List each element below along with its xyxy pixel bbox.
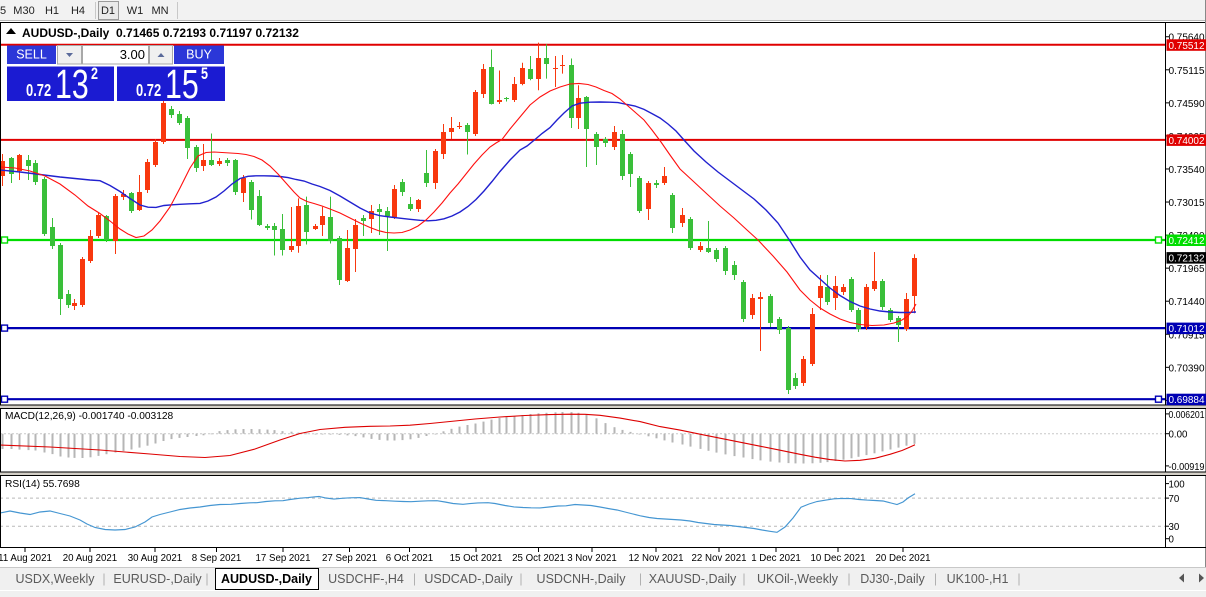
svg-text:6 Oct 2021: 6 Oct 2021 <box>386 553 433 564</box>
svg-text:AUDUSD-,Daily: AUDUSD-,Daily <box>221 572 312 586</box>
svg-text:|: | <box>742 572 745 586</box>
svg-text:BUY: BUY <box>186 48 212 62</box>
svg-text:8 Sep 2021: 8 Sep 2021 <box>192 553 242 564</box>
svg-text:|: | <box>934 572 937 586</box>
svg-text:30 Aug 2021: 30 Aug 2021 <box>128 553 182 564</box>
svg-text:0.75115: 0.75115 <box>1169 66 1205 77</box>
svg-text:100: 100 <box>1169 480 1186 491</box>
svg-text:XAUUSD-,Daily: XAUUSD-,Daily <box>649 572 737 586</box>
svg-text:15 Oct 2021: 15 Oct 2021 <box>450 553 503 564</box>
svg-text:-0.00919: -0.00919 <box>1169 462 1205 473</box>
svg-text:0.72: 0.72 <box>136 81 161 100</box>
svg-text:0.71965: 0.71965 <box>1169 264 1205 275</box>
svg-text:3.00: 3.00 <box>120 47 145 62</box>
svg-text:EURUSD-,Daily: EURUSD-,Daily <box>113 572 202 586</box>
svg-text:|: | <box>519 572 522 586</box>
svg-text:13: 13 <box>55 60 89 107</box>
svg-text:0.74002: 0.74002 <box>1169 136 1205 147</box>
svg-text:W1: W1 <box>127 5 144 17</box>
svg-text:0.73540: 0.73540 <box>1169 165 1206 176</box>
svg-text:2: 2 <box>91 64 98 83</box>
svg-text:20 Dec 2021: 20 Dec 2021 <box>876 553 931 564</box>
svg-text:10 Dec 2021: 10 Dec 2021 <box>811 553 866 564</box>
svg-text:0.71012: 0.71012 <box>1169 324 1205 335</box>
svg-text:MN: MN <box>151 5 168 17</box>
svg-text:USDCHF-,H4: USDCHF-,H4 <box>328 572 404 586</box>
svg-text:12 Nov 2021: 12 Nov 2021 <box>629 553 684 564</box>
svg-text:0.006201: 0.006201 <box>1169 410 1205 421</box>
svg-text:22 Nov 2021: 22 Nov 2021 <box>692 553 747 564</box>
svg-text:25 Oct 2021: 25 Oct 2021 <box>512 553 565 564</box>
svg-text:5: 5 <box>0 5 6 17</box>
svg-text:17 Sep 2021: 17 Sep 2021 <box>256 553 311 564</box>
svg-text:|: | <box>847 572 850 586</box>
svg-text:0.00: 0.00 <box>1169 430 1188 441</box>
svg-text:|: | <box>639 572 642 586</box>
svg-text:70: 70 <box>1169 494 1180 505</box>
svg-text:USDCAD-,Daily: USDCAD-,Daily <box>424 572 513 586</box>
svg-text:UKOil-,Weekly: UKOil-,Weekly <box>757 572 839 586</box>
svg-text:0.72: 0.72 <box>26 81 51 100</box>
svg-text:D1: D1 <box>101 5 115 17</box>
svg-text:MACD(12,26,9) -0.001740 -0.003: MACD(12,26,9) -0.001740 -0.003128 <box>5 411 174 422</box>
svg-text:0.72412: 0.72412 <box>1169 236 1205 247</box>
svg-text:|: | <box>205 572 208 586</box>
svg-text:H1: H1 <box>45 5 59 17</box>
svg-text:USDX,Weekly: USDX,Weekly <box>16 572 96 586</box>
svg-text:11 Aug 2021: 11 Aug 2021 <box>0 553 52 564</box>
svg-text:RSI(14) 55.7698: RSI(14) 55.7698 <box>5 479 80 490</box>
svg-text:0.73015: 0.73015 <box>1169 198 1205 209</box>
svg-text:0: 0 <box>1169 535 1175 546</box>
svg-text:0.70915: 0.70915 <box>1169 330 1205 341</box>
svg-text:|: | <box>413 572 416 586</box>
svg-text:|: | <box>102 572 105 586</box>
svg-text:DJ30-,Daily: DJ30-,Daily <box>860 572 925 586</box>
svg-text:0.75640: 0.75640 <box>1169 33 1206 44</box>
svg-text:SELL: SELL <box>16 48 47 62</box>
svg-text:AUDUSD-,Daily 0.71465 0.72193: AUDUSD-,Daily 0.71465 0.72193 0.71197 0.… <box>22 26 299 40</box>
svg-text:|: | <box>1017 572 1020 586</box>
svg-text:M30: M30 <box>13 5 34 17</box>
svg-text:0.75512: 0.75512 <box>1169 41 1205 52</box>
svg-text:20 Aug 2021: 20 Aug 2021 <box>63 553 117 564</box>
svg-text:0.69884: 0.69884 <box>1169 395 1206 406</box>
svg-text:USDCNH-,Daily: USDCNH-,Daily <box>537 572 627 586</box>
svg-text:0.74590: 0.74590 <box>1169 99 1206 110</box>
svg-text:30: 30 <box>1169 522 1180 533</box>
svg-text:0.71440: 0.71440 <box>1169 297 1206 308</box>
svg-text:3 Nov 2021: 3 Nov 2021 <box>567 553 617 564</box>
svg-text:1 Dec 2021: 1 Dec 2021 <box>751 553 801 564</box>
svg-text:15: 15 <box>165 60 199 107</box>
svg-text:27 Sep 2021: 27 Sep 2021 <box>322 553 377 564</box>
svg-text:H4: H4 <box>71 5 85 17</box>
svg-text:5: 5 <box>201 64 208 83</box>
svg-text:0.70390: 0.70390 <box>1169 363 1206 374</box>
svg-text:UK100-,H1: UK100-,H1 <box>947 572 1009 586</box>
svg-text:0.72132: 0.72132 <box>1169 254 1205 265</box>
